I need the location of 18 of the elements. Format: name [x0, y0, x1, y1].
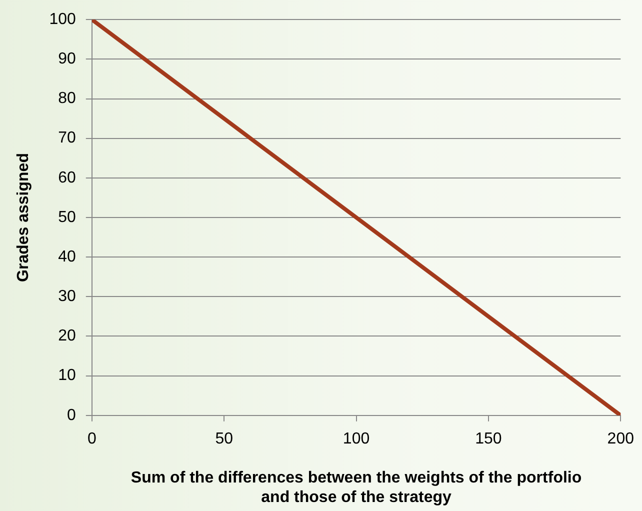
y-tick-label: 20 — [58, 328, 76, 345]
x-tick-label: 50 — [215, 430, 234, 448]
y-tick-label: 100 — [49, 11, 76, 28]
y-tick-label: 80 — [58, 90, 76, 108]
x-tick-label: 200 — [607, 430, 634, 448]
y-tick-label: 40 — [58, 248, 76, 266]
y-axis-title: Grades assigned — [15, 153, 32, 282]
y-tick-label: 60 — [58, 169, 76, 186]
y-tick-label: 50 — [58, 208, 76, 226]
y-tick-label: 90 — [58, 50, 76, 68]
x-tick-label: 150 — [475, 430, 502, 448]
y-tick-label: 10 — [58, 367, 76, 384]
y-tick-label: 70 — [58, 130, 76, 147]
x-tick-label: 100 — [342, 430, 370, 448]
y-tick-label: 0 — [66, 406, 76, 424]
x-tick-label: 0 — [87, 430, 96, 448]
x-axis-title: Sum of the differences between the weights of the portfolio and those of the strategy — [130, 470, 582, 506]
y-tick-label: 30 — [58, 288, 76, 306]
